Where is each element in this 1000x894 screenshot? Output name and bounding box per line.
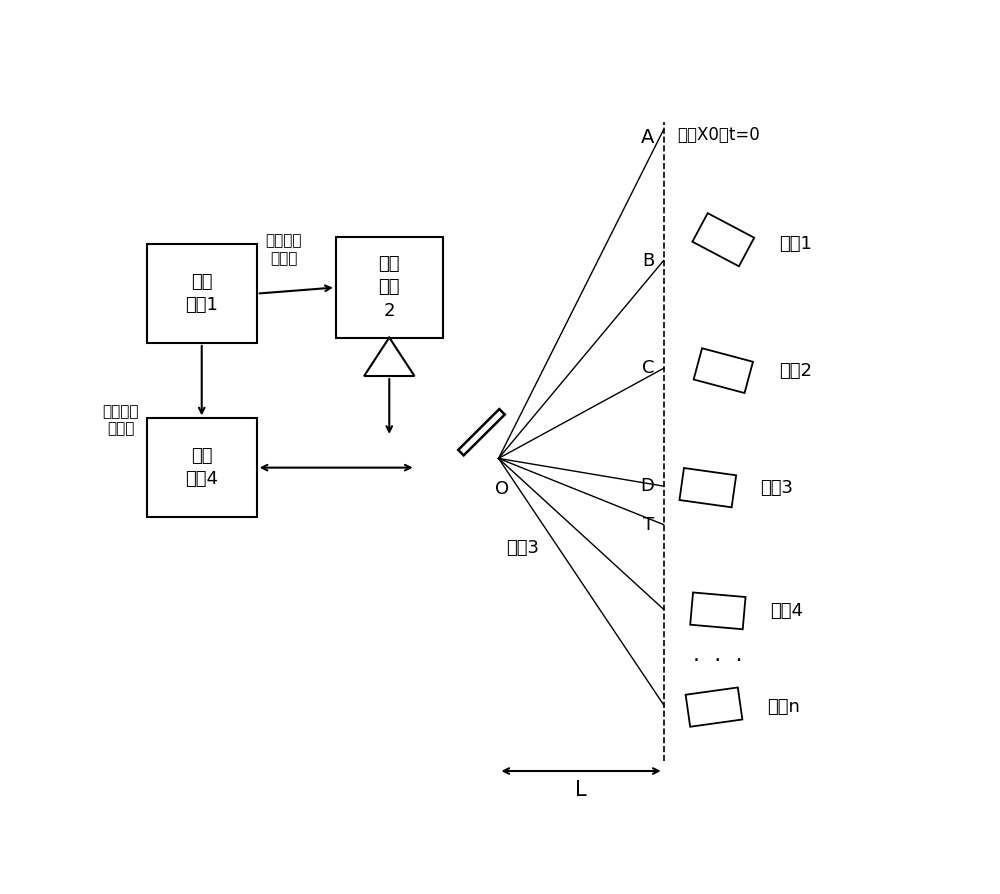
Text: 目标2: 目标2: [779, 361, 812, 380]
Text: ·  ·  ·: · · ·: [693, 651, 743, 670]
Text: 目标1: 目标1: [779, 234, 812, 253]
Text: 触发和同
步信号: 触发和同 步信号: [102, 404, 139, 436]
Text: 目标4: 目标4: [771, 602, 804, 620]
Text: C: C: [642, 359, 654, 377]
Text: 摆镜3: 摆镜3: [506, 539, 539, 557]
Text: B: B: [642, 251, 654, 269]
Text: 高速
相机
2: 高速 相机 2: [379, 255, 400, 320]
Text: L: L: [575, 780, 587, 800]
Text: 触发和同
步信号: 触发和同 步信号: [266, 233, 302, 266]
Bar: [147, 244, 257, 343]
Text: 待测
系统4: 待测 系统4: [185, 447, 218, 488]
Text: D: D: [640, 477, 654, 495]
Text: T: T: [643, 516, 654, 534]
Text: A: A: [641, 128, 654, 148]
Text: O: O: [495, 480, 509, 498]
Bar: [336, 238, 443, 338]
Bar: [147, 418, 257, 517]
Text: 坐标X0，t=0: 坐标X0，t=0: [678, 126, 760, 144]
Text: 目标3: 目标3: [761, 478, 794, 497]
Text: 目标n: 目标n: [767, 698, 800, 716]
Text: 数字
电路1: 数字 电路1: [185, 273, 218, 315]
